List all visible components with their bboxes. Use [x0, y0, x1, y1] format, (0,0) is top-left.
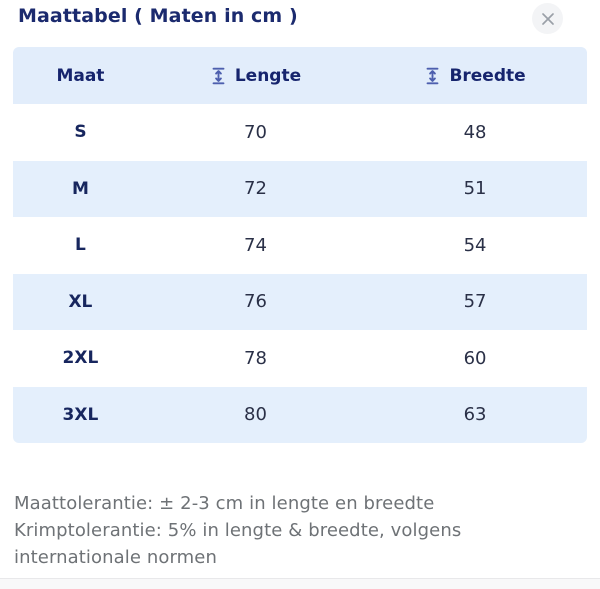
breedte-cell: 48: [463, 121, 487, 143]
table-body: S 70 48 M 72 51 L 74 54 XL 76 57 2XL 78 …: [13, 104, 587, 443]
modal-title: Maattabel ( Maten in cm ): [18, 5, 298, 27]
breedte-cell: 51: [463, 178, 487, 200]
close-icon: [541, 12, 554, 25]
lengte-cell: 76: [244, 291, 267, 313]
height-measure-icon: [427, 67, 439, 84]
column-header-lengte-label: Lengte: [234, 65, 302, 86]
lengte-cell: 74: [244, 234, 267, 256]
lengte-cell: 72: [244, 178, 267, 200]
column-header-breedte: Breedte: [363, 66, 587, 86]
size-cell: M: [71, 178, 89, 199]
size-cell: S: [74, 122, 87, 143]
size-cell: 3XL: [62, 404, 99, 425]
table-header-row: Maat Lengte: [13, 47, 587, 104]
tolerance-notes: Maattolerantie: ± 2-3 cm in lengte en br…: [0, 443, 514, 571]
modal-header: Maattabel ( Maten in cm ): [0, 0, 600, 34]
table-row: 3XL 80 63: [13, 386, 587, 443]
size-cell: L: [75, 235, 86, 256]
breedte-cell: 54: [463, 234, 487, 256]
lengte-cell: 78: [244, 347, 267, 369]
modal-bottom-strip: [0, 578, 600, 589]
lengte-cell: 80: [244, 404, 267, 426]
maattolerantie-note: Maattolerantie: ± 2-3 cm in lengte en br…: [14, 493, 435, 514]
breedte-cell: 63: [463, 404, 487, 426]
krimptolerantie-note: Krimptolerantie: 5% in lengte & breedte,…: [14, 520, 462, 568]
table-row: S 70 48: [13, 104, 587, 161]
column-header-maat: Maat: [13, 66, 148, 86]
table-row: 2XL 78 60: [13, 330, 587, 387]
size-cell: 2XL: [62, 348, 99, 369]
size-table: Maat Lengte: [13, 47, 587, 443]
lengte-cell: 70: [244, 121, 267, 143]
table-row: XL 76 57: [13, 273, 587, 330]
column-header-breedte-label: Breedte: [449, 65, 526, 86]
breedte-cell: 60: [463, 347, 487, 369]
close-button[interactable]: [532, 3, 563, 34]
breedte-cell: 57: [463, 291, 487, 313]
size-cell: XL: [68, 291, 93, 312]
column-header-lengte: Lengte: [148, 66, 363, 86]
table-row: M 72 51: [13, 160, 587, 217]
column-header-maat-label: Maat: [56, 65, 105, 86]
height-measure-icon: [212, 67, 225, 84]
table-row: L 74 54: [13, 217, 587, 274]
